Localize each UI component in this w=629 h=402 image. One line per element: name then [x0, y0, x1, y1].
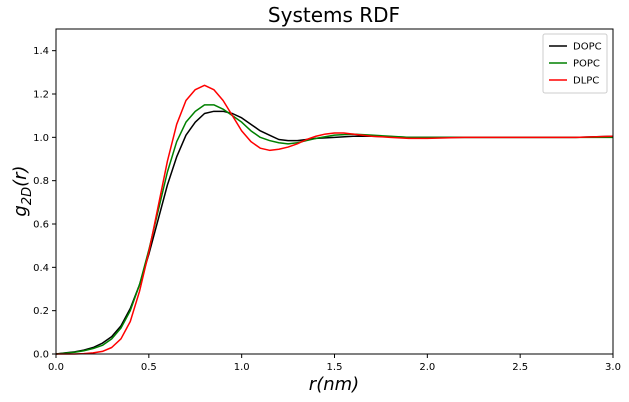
- plot-frame: [55, 28, 614, 355]
- legend-label-popc: POPC: [573, 59, 600, 70]
- chart-title: Systems RDF: [268, 3, 400, 27]
- y-tick-label: 1.0: [33, 133, 49, 144]
- series-line-dlpc: [56, 84, 614, 355]
- y-axis-label: g2D(r): [10, 165, 35, 216]
- x-axis-ticks: 0.0 0.5 1.0 1.5 2.0 2.5 3.0: [48, 354, 621, 373]
- plot-area: [55, 84, 614, 355]
- y-tick-label: 1.2: [33, 90, 49, 101]
- x-tick-label: 1.5: [327, 362, 343, 373]
- series-line-dopc: [55, 110, 614, 355]
- y-tick-label: 0.4: [33, 263, 49, 274]
- x-tick-label: 3.0: [605, 362, 621, 373]
- x-tick-label: 2.0: [419, 362, 435, 373]
- y-tick-label: 0.0: [33, 350, 49, 361]
- legend-label-dopc: DOPC: [573, 42, 602, 53]
- legend: DOPC POPC DLPC: [542, 33, 608, 94]
- y-tick-label: 0.8: [33, 176, 49, 187]
- y-tick-label: 0.6: [33, 220, 49, 231]
- x-axis-label: r(nm): [309, 374, 359, 395]
- y-tick-label: 1.4: [33, 46, 49, 57]
- series-line-popc: [55, 104, 613, 355]
- x-tick-label: 2.5: [512, 362, 528, 373]
- x-tick-label: 0.5: [141, 362, 157, 373]
- legend-box: [542, 33, 608, 94]
- y-axis-ticks: 0.0 0.2 0.4 0.6 0.8 1.0 1.2 1.4: [33, 46, 56, 361]
- x-tick-label: 1.0: [234, 362, 250, 373]
- legend-label-dlpc: DLPC: [573, 76, 599, 87]
- x-tick-label: 0.0: [48, 362, 64, 373]
- y-tick-label: 0.2: [33, 306, 49, 317]
